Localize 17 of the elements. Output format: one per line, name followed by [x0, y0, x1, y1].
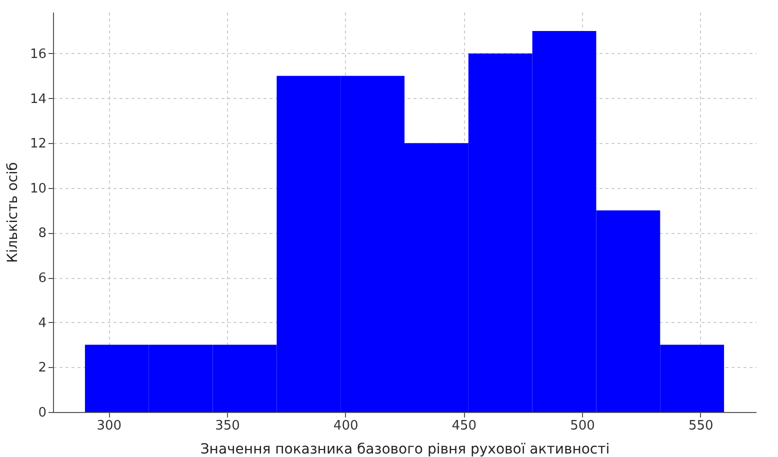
x-tick-label: 550 — [688, 418, 714, 434]
y-tick-label: 4 — [38, 316, 46, 331]
y-tick-label: 12 — [30, 136, 46, 152]
y-tick-label: 16 — [30, 46, 46, 62]
x-tick-label: 400 — [333, 418, 358, 434]
y-tick-label: 8 — [38, 226, 46, 242]
y-tick-label: 14 — [30, 92, 46, 107]
x-tick-label: 350 — [215, 418, 240, 434]
y-tick-label: 0 — [38, 406, 46, 420]
y-axis-title: Кількість осіб — [4, 162, 21, 263]
y-tick-label: 10 — [30, 181, 46, 196]
x-tick-label: 450 — [452, 418, 477, 434]
x-tick-label: 300 — [96, 418, 122, 434]
x-tick-label: 500 — [570, 418, 595, 434]
x-axis-title: Значення показника базового рівня рухової активності — [200, 442, 610, 457]
y-tick-label: 6 — [38, 271, 46, 286]
y-tick-label: 2 — [38, 360, 46, 376]
